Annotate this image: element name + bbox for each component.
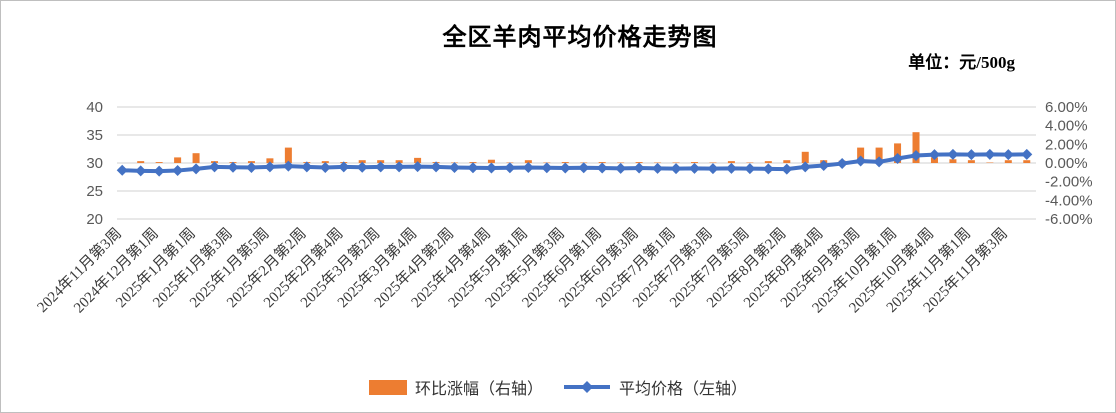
line-series-label: 平均价格（左轴） <box>619 381 748 398</box>
y-axis-left-tick-label: 40 <box>86 99 103 116</box>
data-point-marker <box>301 161 313 173</box>
data-point-marker <box>467 162 479 174</box>
data-point-marker <box>135 165 147 177</box>
y-axis-right-tick-label: 2.00% <box>1045 136 1088 153</box>
unit-label: 单位：元/500g <box>908 53 1015 72</box>
data-point-marker <box>688 162 700 174</box>
change-rate-bar <box>524 160 532 163</box>
data-point-marker <box>855 155 867 167</box>
change-rate-bar <box>284 147 292 163</box>
change-rate-bar <box>764 161 772 163</box>
data-point-marker <box>319 161 331 173</box>
y-axis-right-tick-label: 4.00% <box>1045 118 1088 135</box>
change-rate-bar <box>875 147 883 163</box>
y-axis-right-tick-label: -6.00% <box>1045 211 1093 228</box>
change-rate-bar <box>967 160 975 163</box>
data-point-marker <box>1021 148 1033 160</box>
data-point-marker <box>449 161 461 173</box>
data-point-marker <box>707 163 719 175</box>
data-point-marker <box>541 162 553 174</box>
y-axis-left-tick-label: 25 <box>86 183 103 200</box>
data-point-marker <box>947 148 959 160</box>
change-rate-bar <box>414 157 422 163</box>
y-axis-left-tick-label: 20 <box>86 211 103 228</box>
data-point-marker <box>744 163 756 175</box>
change-rate-bar <box>155 162 163 163</box>
data-point-marker <box>910 149 922 161</box>
data-point-marker <box>338 161 350 173</box>
data-point-marker <box>559 162 571 174</box>
y-axis-right-tick-label: -2.00% <box>1045 174 1093 191</box>
data-point-marker <box>578 162 590 174</box>
bar-series-label: 环比涨幅（右轴） <box>414 381 543 398</box>
y-axis-left-tick-label: 30 <box>86 155 103 172</box>
change-rate-bar <box>1004 160 1012 163</box>
change-rate-bar <box>949 159 957 163</box>
change-rate-bar <box>137 161 145 163</box>
change-rate-bar <box>598 162 606 163</box>
legend-item-bar-series: 环比涨幅（右轴） <box>368 375 543 399</box>
data-point-marker <box>504 162 516 174</box>
change-rate-bar <box>727 161 735 163</box>
data-point-marker <box>264 161 276 173</box>
chart-title: 全区羊肉平均价格走势图 <box>442 25 718 51</box>
y-axis-left-tick-label: 35 <box>86 127 103 144</box>
change-rate-bar <box>561 162 569 163</box>
y-axis-right-tick-label: 0.00% <box>1045 155 1088 172</box>
change-rate-bar <box>1023 160 1031 163</box>
data-point-marker <box>1002 149 1014 161</box>
data-point-marker <box>799 161 811 173</box>
data-point-marker <box>781 163 793 175</box>
data-point-marker <box>190 163 202 175</box>
line-series-marker-icon <box>564 381 610 393</box>
data-point-marker <box>522 161 534 173</box>
data-point-marker <box>485 162 497 174</box>
chart-plot-area: 40 35 30 25 20 6.00% 4.00%2.00% 0.00% -2.00%-4.0… <box>33 99 1093 316</box>
legend: 环比涨幅（右轴） 平均价格（左轴） <box>1 375 1115 399</box>
change-rate-bar <box>857 147 865 163</box>
data-point-marker <box>615 162 627 174</box>
data-point-marker <box>209 161 221 173</box>
legend-item-line-series: 平均价格（左轴） <box>563 375 747 399</box>
data-point-marker <box>227 161 239 173</box>
y-axis-right-tick-label: 6.00% <box>1045 99 1088 116</box>
data-point-marker <box>928 149 940 161</box>
change-rate-bar <box>174 157 182 163</box>
change-rate-bar <box>635 162 643 163</box>
change-rate-bar <box>783 160 791 163</box>
change-rate-bar <box>801 151 809 163</box>
change-rate-bar <box>912 132 920 163</box>
change-rate-bar <box>930 157 938 163</box>
data-point-marker <box>412 161 424 173</box>
data-point-marker <box>873 156 885 168</box>
change-rate-bar <box>192 153 200 163</box>
data-point-marker <box>356 161 368 173</box>
data-point-marker <box>172 165 184 177</box>
data-point-marker <box>965 149 977 161</box>
data-point-marker <box>116 164 128 176</box>
data-point-marker <box>153 165 165 177</box>
data-point-marker <box>670 163 682 175</box>
data-point-marker <box>836 158 848 170</box>
change-rate-bar <box>358 160 366 163</box>
data-point-marker <box>818 160 830 172</box>
data-point-marker <box>652 162 664 174</box>
data-point-marker <box>393 161 405 173</box>
y-axis-right-tick-label: -4.00% <box>1045 192 1093 209</box>
data-point-marker <box>282 160 294 172</box>
change-rate-bar <box>690 162 698 163</box>
data-point-marker <box>245 161 257 173</box>
data-point-marker <box>892 153 904 165</box>
data-point-marker <box>596 162 608 174</box>
data-point-marker <box>984 148 996 160</box>
data-point-marker <box>375 161 387 173</box>
data-point-marker <box>725 162 737 174</box>
change-rate-bar <box>487 159 495 163</box>
bar-series-swatch <box>368 379 407 395</box>
data-point-marker <box>633 162 645 174</box>
change-rate-bar <box>266 158 274 163</box>
data-point-marker <box>430 161 442 173</box>
data-point-marker <box>762 163 774 175</box>
